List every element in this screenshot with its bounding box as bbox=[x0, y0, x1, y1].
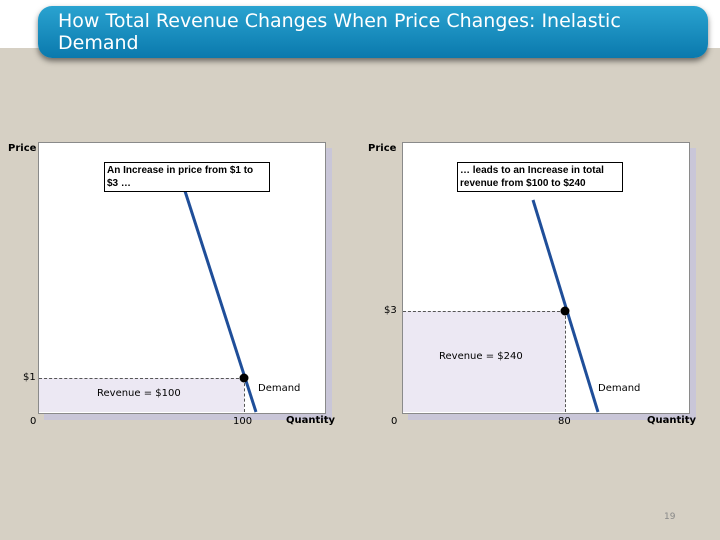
right-price-tick: $3 bbox=[384, 305, 397, 316]
right-quantity-guide bbox=[565, 311, 566, 412]
right-origin-label: 0 bbox=[391, 416, 398, 427]
left-revenue-label: Revenue = $100 bbox=[97, 388, 181, 399]
left-panel: An Increase in price from $1 to $3 … Rev… bbox=[8, 142, 338, 427]
right-equilibrium-point bbox=[560, 306, 570, 316]
left-revenue-area bbox=[39, 378, 244, 412]
right-demand-label: Demand bbox=[598, 383, 641, 394]
left-quantity-tick: 100 bbox=[233, 416, 253, 427]
right-price-guide bbox=[403, 311, 565, 312]
left-y-axis-label: Price bbox=[8, 143, 37, 154]
right-quantity-tick: 80 bbox=[558, 416, 571, 427]
right-revenue-area bbox=[403, 311, 565, 412]
right-panel: … leads to an Increase in total revenue … bbox=[368, 142, 702, 427]
page-number: 19 bbox=[664, 512, 676, 522]
left-callout: An Increase in price from $1 to $3 … bbox=[104, 162, 270, 192]
slide-title: How Total Revenue Changes When Price Cha… bbox=[58, 10, 621, 54]
right-callout: … leads to an Increase in total revenue … bbox=[457, 162, 623, 192]
right-demand-curve bbox=[531, 199, 600, 413]
left-origin-label: 0 bbox=[30, 416, 37, 427]
title-banner: How Total Revenue Changes When Price Cha… bbox=[38, 6, 708, 58]
left-equilibrium-point bbox=[239, 373, 249, 383]
right-y-axis-label: Price bbox=[368, 143, 397, 154]
right-revenue-label: Revenue = $240 bbox=[439, 351, 523, 362]
left-demand-label: Demand bbox=[258, 383, 301, 394]
left-quantity-guide bbox=[244, 378, 245, 412]
left-demand-chart bbox=[182, 187, 258, 413]
right-demand-chart bbox=[531, 199, 600, 413]
left-price-tick: $1 bbox=[23, 372, 36, 383]
left-x-axis-label: Quantity bbox=[286, 415, 335, 426]
left-price-guide bbox=[39, 378, 244, 379]
right-x-axis-label: Quantity bbox=[647, 415, 696, 426]
